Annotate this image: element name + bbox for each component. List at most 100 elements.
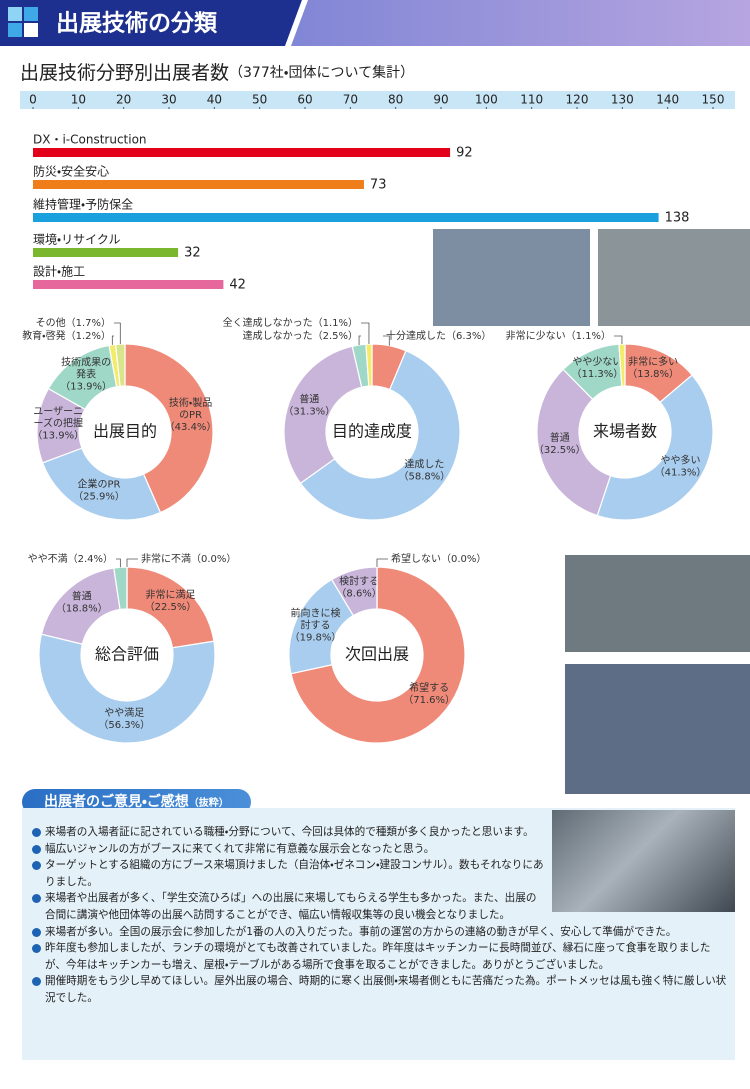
slice-value-label: （13.9%）: [32, 430, 84, 442]
slice-value-label: （2.5%）: [313, 330, 358, 342]
slice-category: 達成しなかった: [243, 330, 313, 342]
slice-label: 非常に少ない（1.1%）: [506, 329, 611, 342]
header-stroke: [285, 0, 308, 46]
header-icon: [24, 23, 38, 37]
x-tick-label: 120: [566, 93, 589, 107]
header-icon: [8, 23, 22, 37]
slice-label: 普通: [550, 431, 570, 444]
slice-category: 十分達成した: [386, 329, 446, 342]
leader-line: [376, 558, 388, 567]
comment-item: 開催時期をもう少し早めてほしい。屋外出展の場合、時期的に寒く出展側・来場者側とも…: [32, 973, 727, 1006]
leader-line: [126, 558, 138, 567]
slice-value-label: （22.5%）: [145, 601, 197, 613]
comments-note: （抜粋）: [188, 798, 229, 809]
photo: [565, 555, 750, 652]
comment-item: 来場者が多い。全国の展示会に参加したが1番の人の入りだった。事前の運営の方からの…: [32, 924, 727, 941]
value-label: 92: [456, 146, 473, 161]
slice-value-label: （1.2%）: [66, 330, 111, 342]
slice-category: 非常に少ない: [506, 329, 566, 342]
x-tick-label: 140: [656, 93, 679, 107]
bar-label: 防災・安全安心: [33, 164, 109, 179]
photo: [565, 664, 750, 794]
slice-category: 希望しない: [391, 552, 441, 565]
bar-chart-title: 出展技術分野別出展者数: [20, 62, 229, 84]
value-label: 32: [184, 246, 201, 261]
comments-box: 来場者の入場者証に記されている職種・分野について、今回は具体的で種類が多く良かっ…: [22, 808, 735, 1060]
photo: [433, 229, 590, 326]
slice-value-label: （1.1%）: [566, 330, 611, 342]
comment-item: ターゲットとする組織の方にブース来場頂けました（自治体・ゼネコン・建設コンサル）…: [32, 857, 727, 890]
donut-slice: [536, 368, 612, 517]
x-tick-label: 90: [433, 93, 448, 107]
slice-category: 教育・啓発: [22, 329, 65, 342]
slice-label: 非常に多い: [628, 355, 678, 368]
donut-slice: [618, 343, 626, 387]
photo: [552, 810, 735, 912]
axis-band: [20, 91, 735, 109]
slice-label: 達成しなかった（2.5%）: [243, 330, 358, 342]
leader-line: [114, 322, 121, 345]
slice-label: その他（1.7%）: [36, 316, 111, 329]
x-tick-label: 70: [343, 93, 358, 107]
x-tick-label: 100: [475, 93, 498, 107]
slice-value-label: （25.9%）: [73, 491, 125, 503]
bar: [33, 213, 659, 222]
header-icon: [8, 7, 22, 21]
bar: [33, 280, 224, 289]
slice-label: 教育・啓発（1.2%）: [22, 329, 111, 342]
donut-slice: [41, 447, 162, 521]
leader-line: [383, 335, 390, 346]
x-tick-label: 20: [116, 93, 131, 107]
photo: [598, 229, 750, 326]
slice-label: 十分達成した（6.3%）: [386, 329, 491, 342]
bar: [33, 180, 364, 189]
slice-value-label: （13.9%）: [60, 380, 112, 392]
slice-value-label: （0.0%）: [191, 553, 236, 565]
value-label: 73: [370, 178, 387, 193]
bar-chart-heading: 出展技術分野別出展者数（377社・団体について集計）: [20, 62, 414, 84]
x-tick-label: 150: [702, 93, 725, 107]
donut-slice: [124, 343, 214, 514]
bar: [33, 248, 179, 257]
x-tick-label: 80: [388, 93, 403, 107]
comment-item: 昨年度も参加しましたが、ランチの環境がとても改善されていました。昨年度はキッチン…: [32, 940, 727, 973]
header-title-band: [0, 0, 302, 46]
slice-value-label: （31.3%）: [283, 405, 335, 417]
slice-value-label: （2.4%）: [68, 553, 113, 565]
slice-value-label: （13.8%）: [627, 368, 679, 380]
x-tick-label: 40: [207, 93, 222, 107]
bar-label: 維持管理・予防保全: [33, 197, 133, 212]
slice-category: その他: [36, 316, 66, 329]
donut-title: 目的達成度: [332, 422, 412, 441]
header-icon: [24, 7, 38, 21]
slice-label: 希望する: [409, 681, 449, 694]
slice-category: 非常に不満: [141, 552, 191, 565]
slice-value-label: （58.8%）: [399, 471, 451, 483]
value-label: 42: [229, 278, 246, 293]
x-tick-label: 130: [611, 93, 634, 107]
leader-line: [361, 322, 370, 345]
slice-value-label: （41.3%）: [655, 466, 707, 478]
x-tick-label: 10: [71, 93, 86, 107]
donut-slice: [114, 343, 126, 387]
slice-category: やや不満: [28, 553, 68, 565]
slice-category: 全く達成しなかった: [223, 316, 313, 329]
slice-label: 希望しない（0.0%）: [391, 552, 486, 565]
leader-line: [116, 558, 121, 568]
x-tick-label: 50: [252, 93, 267, 107]
donut-slice: [596, 374, 714, 521]
slice-label: やや少ない: [572, 355, 622, 368]
bar-label: 環境・リサイクル: [33, 233, 120, 247]
slice-label: 非常に満足: [146, 588, 196, 601]
bar-chart-subtitle: （377社・団体について集計）: [229, 65, 414, 81]
slice-value-label: （6.3%）: [446, 330, 491, 342]
donut-title: 総合評価: [95, 645, 159, 664]
donut-slice: [290, 566, 466, 744]
slice-label: 非常に不満（0.0%）: [141, 552, 236, 565]
x-tick-label: 60: [297, 93, 312, 107]
slice-value-label: （19.8%）: [290, 631, 342, 643]
donut-slice: [299, 350, 461, 521]
slice-value-label: （1.1%）: [313, 317, 358, 329]
slice-label: 前向きに検討する: [291, 606, 341, 631]
